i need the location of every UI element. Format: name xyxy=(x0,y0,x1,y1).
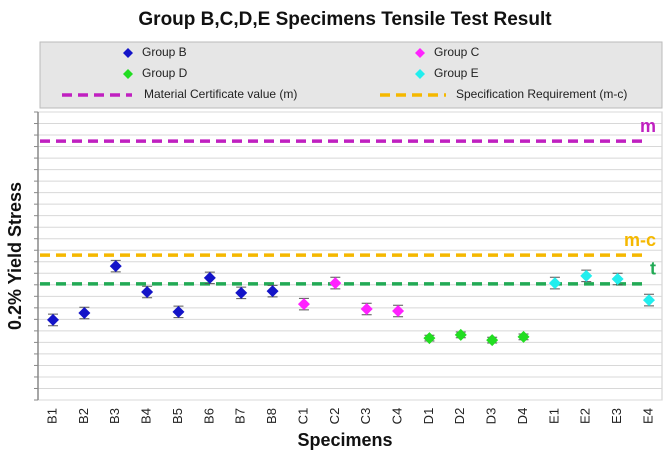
data-point xyxy=(266,285,279,298)
x-tick-label: B8 xyxy=(264,408,279,424)
legend-marker xyxy=(415,69,425,79)
x-tick-label: B5 xyxy=(170,408,185,424)
data-point xyxy=(172,305,185,318)
x-tick-label: C4 xyxy=(389,408,404,425)
x-tick-label: E4 xyxy=(640,408,655,424)
data-point xyxy=(78,307,91,320)
x-tick-label: C1 xyxy=(295,408,310,425)
data-point xyxy=(643,294,655,307)
legend-box xyxy=(39,41,663,109)
data-point xyxy=(517,330,530,343)
data-point xyxy=(454,328,467,341)
x-tick-label: D4 xyxy=(515,408,530,425)
data-point xyxy=(611,273,624,286)
chart-title: Group B,C,D,E Specimens Tensile Test Res… xyxy=(138,9,552,30)
x-axis-label: Specimens xyxy=(297,430,392,450)
data-point xyxy=(235,286,248,299)
legend-label: Material Certificate value (m) xyxy=(144,87,297,101)
legend-label: Group C xyxy=(434,45,480,59)
data-point xyxy=(203,271,216,284)
data-point xyxy=(329,277,342,290)
data-point xyxy=(109,260,122,273)
data-point xyxy=(392,305,405,318)
x-tick-label: E2 xyxy=(578,408,593,424)
x-tick-label: B3 xyxy=(107,408,122,424)
data-point xyxy=(360,302,373,315)
x-tick-label: E3 xyxy=(609,408,624,424)
x-tick-label: D1 xyxy=(421,408,436,425)
x-tick-label: E1 xyxy=(546,408,561,424)
legend-label: Group B xyxy=(142,45,187,59)
legend-marker xyxy=(123,69,133,79)
x-tick-label: C3 xyxy=(358,408,373,425)
data-point xyxy=(141,286,154,298)
data-point xyxy=(580,269,593,282)
x-tick-label: C2 xyxy=(327,408,342,425)
data-point xyxy=(548,277,561,290)
legend-label: Group D xyxy=(142,66,188,80)
data-point xyxy=(297,298,310,311)
x-tick-label: B7 xyxy=(233,408,248,424)
data-point xyxy=(423,332,436,345)
x-tick-label: B1 xyxy=(44,408,59,424)
reference-label: m-c xyxy=(624,230,656,250)
data-point xyxy=(47,313,59,326)
reference-label: m xyxy=(640,116,656,136)
legend-marker xyxy=(123,48,133,58)
y-axis-label: 0.2% Yield Stress xyxy=(5,182,25,330)
legend-label: Group E xyxy=(434,66,479,80)
legend-marker xyxy=(415,48,425,58)
x-tick-label: D2 xyxy=(452,408,467,425)
x-tick-label: B2 xyxy=(76,408,91,424)
data-point xyxy=(486,334,499,347)
x-tick-label: B4 xyxy=(139,408,154,424)
x-tick-label: D3 xyxy=(484,408,499,425)
reference-label: t xyxy=(650,259,656,279)
x-tick-label: B6 xyxy=(201,408,216,424)
legend-label: Specification Requirement (m-c) xyxy=(456,87,627,101)
